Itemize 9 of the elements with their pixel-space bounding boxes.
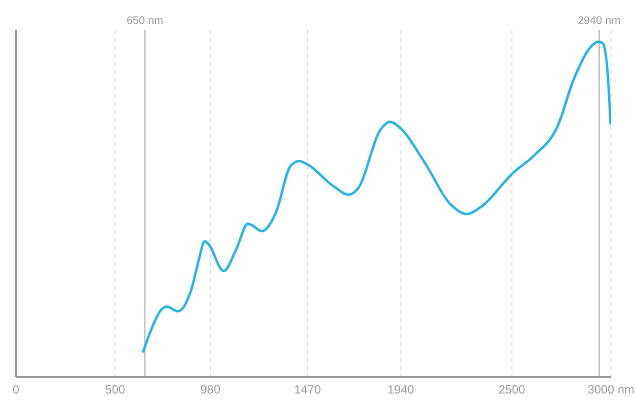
ref-line-label: 650 nm — [126, 15, 164, 27]
x-tick-label: 1940 — [387, 382, 414, 397]
x-tick-label: 2500 — [498, 382, 526, 397]
ref-line-label: 2940 nm — [578, 15, 621, 27]
x-tick-label: 500 — [105, 382, 126, 397]
x-tick-label: 1470 — [294, 382, 322, 397]
x-tick-label: 3000 nm — [588, 382, 634, 397]
x-tick-label: 980 — [200, 382, 221, 397]
x-tick-label: 0 — [12, 382, 20, 397]
